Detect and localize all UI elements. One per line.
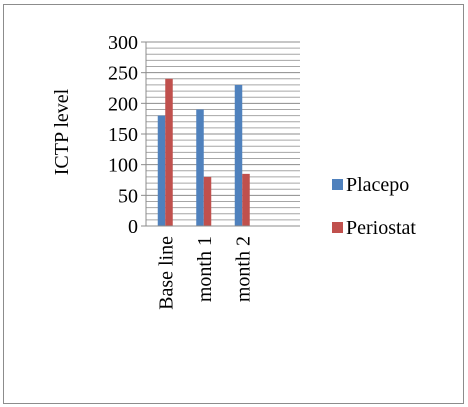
y-tick-label: 100 [108,155,138,177]
legend-swatch-periostat [332,222,343,233]
x-tick-label: Base line [155,236,177,310]
y-axis-title: ICTP level [51,88,73,175]
bar-periostat-1 [165,78,173,226]
chart-frame [3,4,464,404]
bar-placepo-2 [196,109,204,226]
x-tick-label: month 2 [232,236,254,302]
bar-periostat-3 [242,173,250,226]
x-tick-labels: Base line month 1 month 2 [155,236,254,310]
bar-periostat-2 [203,176,212,226]
y-tick-label: 300 [108,32,138,54]
legend: Placepo Periostat [332,174,416,239]
legend-swatch-placepo [332,179,343,190]
legend-label-placepo: Placepo [346,174,409,196]
y-tick-label: 200 [108,93,138,115]
y-tick-label: 50 [118,185,138,207]
bar-placepo-3 [234,84,243,226]
x-tick-label: month 1 [194,236,216,302]
y-tick-label: 150 [108,124,138,146]
bar-placepo-1 [157,115,166,226]
y-tick-labels: 0 50 100 150 200 250 300 [108,32,138,238]
axes [141,41,300,227]
y-tick-label: 0 [128,216,138,238]
legend-label-periostat: Periostat [346,217,416,239]
bars [157,78,250,226]
y-tick-label: 250 [108,63,138,85]
